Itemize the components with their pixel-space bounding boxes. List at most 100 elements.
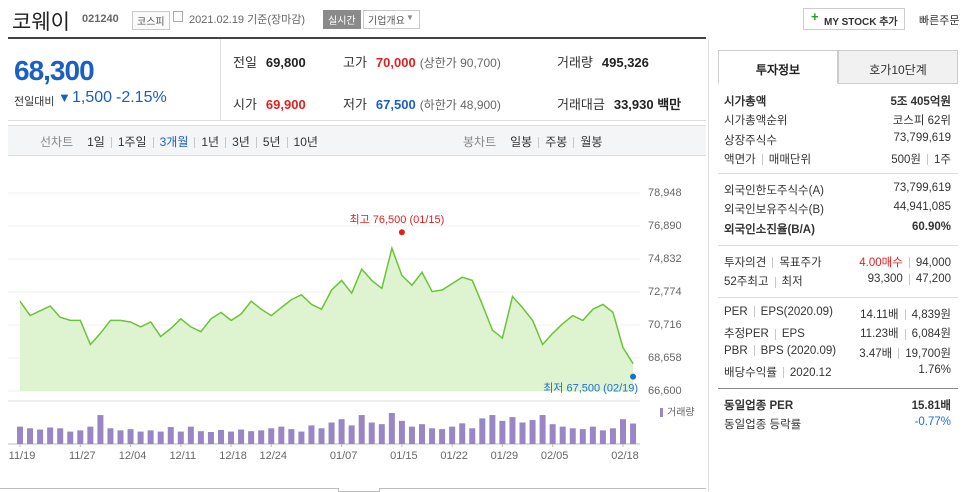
quote-label: 저가: [343, 97, 367, 112]
volume-bar: [268, 428, 275, 444]
stock-code: 021240: [82, 13, 119, 25]
info-label: 액면가 매매단위: [724, 151, 811, 167]
info-label: 시가총액: [724, 93, 766, 109]
info-value-part: 93,300: [867, 273, 903, 286]
area-fill: [20, 248, 634, 391]
info-value: 코스피 62위: [893, 112, 951, 128]
separator: [225, 137, 227, 149]
period-option[interactable]: 10년: [293, 135, 318, 149]
volume-bar: [157, 431, 164, 444]
volume-bar: [459, 423, 466, 444]
company-info-dropdown[interactable]: 기업개요: [363, 10, 420, 29]
x-tick-label: 11/27: [69, 450, 96, 462]
info-value: 15.81배: [912, 397, 951, 413]
period-bar: [8, 125, 706, 156]
info-value-part: 60.90%: [911, 220, 951, 233]
panel-tab[interactable]: 호가10단계: [838, 50, 958, 84]
calendar-icon: [173, 11, 183, 22]
volume-bar: [37, 429, 44, 444]
volume-bar: [519, 422, 526, 444]
volume-bar: [238, 429, 245, 444]
quote-label: 시가: [233, 97, 257, 112]
y-tick-label: 78,948: [648, 187, 682, 199]
period-option[interactable]: 일봉: [510, 135, 533, 149]
separator: [927, 154, 929, 166]
period-option[interactable]: 주봉: [545, 135, 568, 149]
volume-bar: [539, 415, 546, 444]
period-group-label: 봉차트: [463, 135, 497, 149]
info-label: PER EPS(2020.09): [724, 306, 833, 318]
volume-bar: [609, 428, 616, 444]
quote-divider: [220, 39, 221, 121]
y-tick-label: 66,600: [648, 385, 682, 397]
x-tick-label: 01/22: [440, 450, 468, 462]
separator: [753, 306, 755, 318]
volume-bar: [378, 424, 385, 444]
change-label: 전일대비: [14, 96, 55, 108]
separator: [152, 137, 154, 149]
info-value: 11.23배 6,084원: [860, 325, 951, 341]
volume-bar: [419, 424, 425, 444]
separator: [782, 367, 784, 379]
info-label-part: 상장주식수: [724, 134, 777, 147]
period-option[interactable]: 1일: [87, 135, 105, 149]
info-value-part: 14.11배: [860, 309, 899, 321]
info-value-part: 44,941,085: [893, 201, 951, 214]
period-option[interactable]: 1주일: [117, 135, 147, 149]
volume-bar: [529, 420, 536, 444]
period-option[interactable]: 3년: [232, 135, 250, 149]
period-option[interactable]: 1년: [201, 135, 220, 149]
volume-bar: [137, 431, 144, 444]
annotation-dot: [398, 229, 405, 236]
separator: [194, 137, 196, 149]
x-tick-label: 12/11: [169, 450, 196, 462]
quote-label: 고가: [343, 55, 367, 70]
market-badge: 코스피: [132, 11, 170, 30]
volume-bar: [489, 415, 496, 444]
info-label-part: 외국인보유주식수(B): [724, 204, 824, 217]
info-label-part: EPS: [781, 328, 805, 341]
info-value: 3.47배 19,700원: [859, 345, 951, 361]
info-label: 외국인보유주식수(B): [724, 201, 824, 217]
volume-bar: [318, 428, 325, 444]
separator: [772, 257, 774, 269]
info-value-part: 47,200: [915, 273, 951, 286]
volume-bar: [569, 428, 576, 444]
y-tick-label: 76,890: [648, 220, 682, 232]
period-option[interactable]: 3개월: [159, 135, 189, 149]
info-value: 44,941,085: [893, 201, 951, 213]
info-label: 시가총액순위: [724, 112, 787, 128]
separator: [774, 328, 776, 340]
volume-bar: [398, 420, 405, 444]
period-group: 선차트 1일 1주일 3개월 1년 3년 5년 10년: [40, 133, 318, 150]
info-value-part: 3.47배: [859, 347, 893, 360]
info-value: 5조 405억원: [890, 93, 951, 109]
quote-value: 67,500: [375, 97, 416, 112]
quote-item: 거래량 495,326: [557, 52, 649, 71]
volume-bar: [479, 418, 486, 444]
volume-bar: [258, 430, 265, 444]
quote-value: 495,326: [601, 55, 649, 70]
volume-bar: [117, 430, 124, 444]
period-option[interactable]: 월봉: [580, 135, 603, 149]
my-stock-button[interactable]: MY STOCK 추가: [803, 8, 905, 30]
separator: [908, 273, 910, 285]
period-group: 봉차트 일봉 주봉 월봉: [463, 133, 602, 150]
info-label-part: PBR: [724, 344, 748, 357]
period-option[interactable]: 5년: [262, 135, 281, 149]
resize-handle[interactable]: [338, 488, 380, 492]
volume-bar: [127, 429, 134, 444]
info-label-part: 52주최고: [724, 276, 769, 289]
quick-order[interactable]: 빠른주문: [919, 15, 960, 27]
volume-bar: [67, 431, 74, 444]
panel-tab[interactable]: 투자정보: [718, 50, 838, 84]
quote-value: 69,900: [265, 97, 306, 112]
plus-icon: +: [811, 9, 819, 24]
separator: [753, 345, 755, 357]
quote-label: 거래량: [557, 55, 593, 70]
volume-bar: [207, 432, 214, 444]
info-value-part: 15.81배: [911, 400, 951, 412]
volume-bar: [599, 430, 606, 444]
dropdown-arrow: ▼: [406, 13, 414, 22]
